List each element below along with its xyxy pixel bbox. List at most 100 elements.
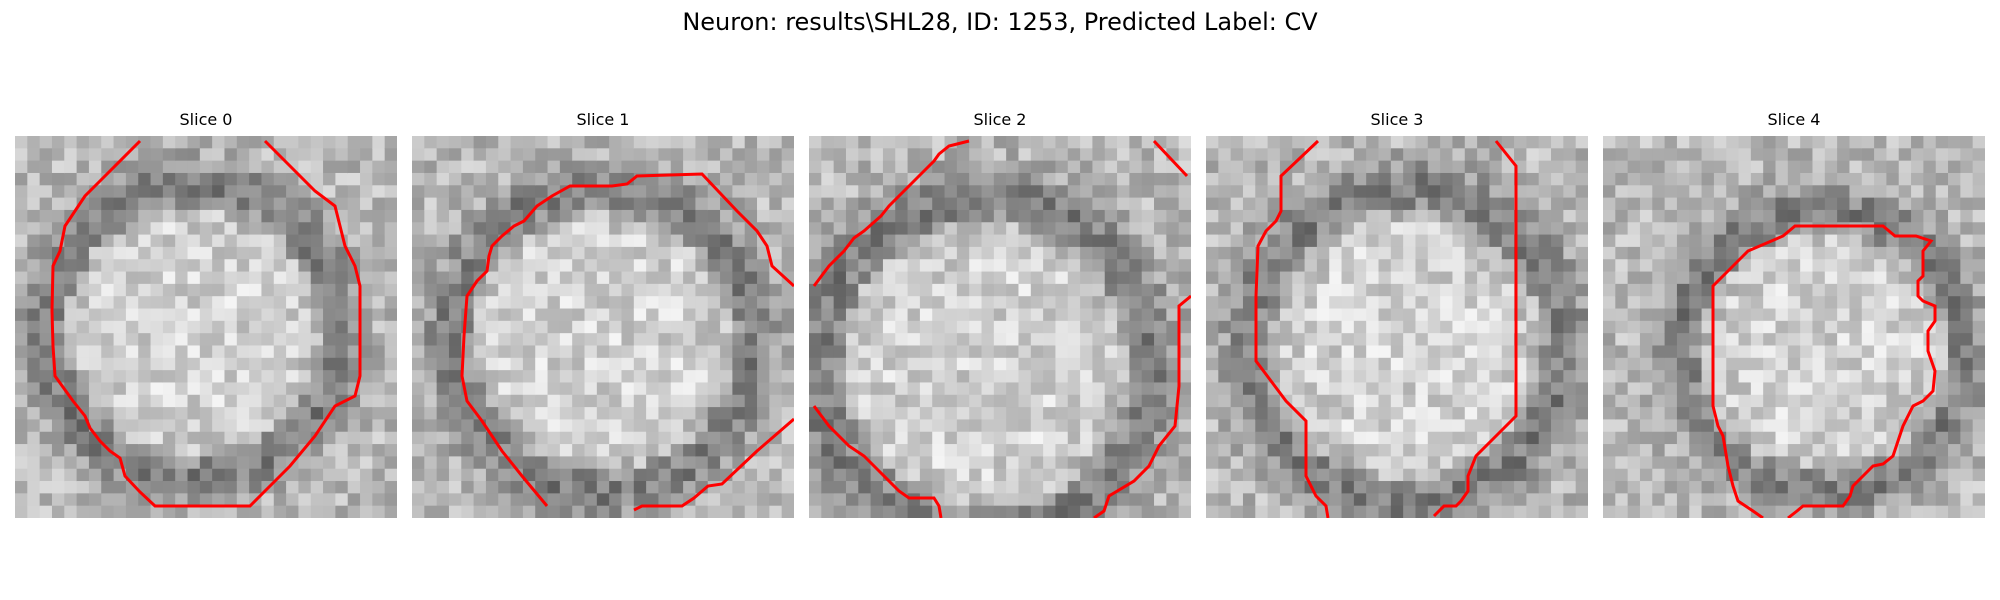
pixel-cell [1092,271,1106,285]
slice-image-0 [15,136,397,518]
pixel-cell [1726,222,1740,236]
pixel-cell [1067,296,1081,310]
pixel-cell [833,357,847,371]
pixel-cell [1329,493,1343,507]
pixel-cell [646,308,660,322]
pixel-cell [1861,259,1875,273]
pixel-cell [1104,136,1118,149]
pixel-cell [1800,271,1814,285]
pixel-cell [633,456,647,470]
pixel-cell [1551,320,1564,334]
pixel-cell [15,271,28,285]
pixel-cell [101,320,115,334]
pixel-cell [1812,283,1826,297]
pixel-cell [347,209,361,223]
pixel-cell [1329,136,1343,149]
pixel-cell [969,320,983,334]
slice-panel-4: Slice 4 [1603,108,1985,520]
pixel-cell [732,333,746,347]
pixel-cell [1452,468,1466,482]
pixel-cell [1316,493,1330,507]
pixel-cell [199,259,213,273]
pixel-cell [744,259,758,273]
pixel-cell [1775,505,1789,518]
pixel-cell [1750,468,1764,482]
pixel-cell [1403,357,1417,371]
pixel-cell [101,394,115,408]
pixel-cell [1230,148,1244,162]
pixel-cell [870,333,884,347]
pixel-cell [1689,444,1703,457]
pixel-cell [1218,481,1232,494]
pixel-cell [1514,481,1527,494]
pixel-cell [870,419,884,433]
pixel-cell [1886,382,1900,396]
slice-panel-3: Slice 3 [1206,108,1588,520]
pixel-cell [1440,197,1454,211]
pixel-cell [1676,209,1690,223]
pixel-cell [744,370,758,384]
pixel-cell [1279,160,1293,174]
pixel-cell [1006,209,1020,223]
pixel-cell [1316,394,1330,408]
pixel-cell [101,148,115,162]
pixel-cell [809,431,822,445]
pixel-cell [769,382,783,396]
pixel-cell [981,259,995,273]
pixel-cell [1689,394,1703,408]
pixel-cell [1664,431,1678,445]
pixel-cell [1935,160,1949,174]
pixel-cell [981,357,995,371]
pixel-cell [621,271,635,285]
pixel-cell [1750,246,1764,260]
pixel-cell [27,234,41,248]
pixel-cell [882,185,896,199]
pixel-cell [559,357,573,371]
pixel-cell [1043,296,1057,310]
pixel-cell [1575,160,1588,174]
pixel-cell [993,271,1007,285]
pixel-cell [1341,172,1355,186]
pixel-cell [1639,481,1653,494]
pixel-cell [1627,246,1641,260]
pixel-cell [1886,271,1900,285]
pixel-cell [1615,222,1629,236]
pixel-cell [1452,283,1466,297]
pixel-cell [1043,246,1057,260]
pixel-cell [870,493,884,507]
pixel-cell [1948,431,1961,445]
pixel-cell [138,481,152,494]
pixel-cell [1911,468,1924,482]
pixel-cell [485,382,499,396]
pixel-cell [150,160,164,174]
pixel-cell [1329,419,1343,433]
pixel-cell [1849,136,1863,149]
pixel-cell [919,431,933,445]
pixel-cell [535,382,549,396]
pixel-cell [670,394,684,408]
pixel-cell [1489,246,1503,260]
pixel-cell [821,197,835,211]
pixel-cell [1603,444,1616,457]
pixel-cell [1390,345,1404,359]
pixel-cell [448,283,462,297]
pixel-cell [1812,444,1826,457]
pixel-cell [572,148,586,162]
pixel-cell [1627,345,1641,359]
pixel-cell [683,148,697,162]
pixel-cell [769,197,783,211]
pixel-cell [138,160,152,174]
pixel-cell [609,333,623,347]
pixel-cell [1763,185,1777,199]
pixel-cell [1141,382,1155,396]
pixel-cell [1304,456,1318,470]
pixel-cell [249,370,263,384]
pixel-cell [1154,333,1167,347]
pixel-cell [1886,246,1900,260]
pixel-cell [559,320,573,334]
pixel-cell [633,419,647,433]
pixel-cell [1452,431,1466,445]
pixel-cell [1861,271,1875,285]
pixel-cell [732,172,746,186]
pixel-cell [1603,320,1616,334]
